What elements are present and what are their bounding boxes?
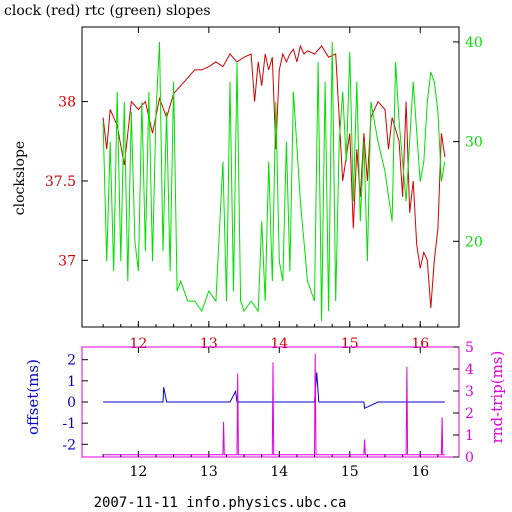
top-y2-tick-label: 40 <box>465 35 483 51</box>
bottom-y2-tick-label: 0 <box>465 450 474 466</box>
bottom-y-tick-label: 0 <box>67 395 76 411</box>
bottom-x-tick-label: 12 <box>129 464 147 480</box>
bottom-y2-tick-label: 1 <box>465 428 474 444</box>
top-y-tick-label: 38 <box>58 95 76 111</box>
top-plot-frame <box>81 26 460 328</box>
bottom-series-rnd-trip <box>103 353 445 456</box>
bottom-y2-tick-label: 2 <box>465 406 474 422</box>
bottom-y-axis-label: offset(ms) <box>24 359 42 435</box>
bottom-y2-tick-label: 3 <box>465 384 474 400</box>
top-y-tick-label: 37 <box>58 253 76 269</box>
top-y2-tick-label: 20 <box>465 234 483 250</box>
bottom-y-tick-label: 1 <box>67 374 76 390</box>
top-y-tick-label: 37.5 <box>45 174 76 190</box>
top-chart-title: clock (red) rtc (green) slopes <box>4 3 211 19</box>
top-x-tick-label: 12 <box>129 336 147 352</box>
top-y2-tick-label: 30 <box>465 135 483 151</box>
bottom-y-tick-label: -2 <box>62 437 76 453</box>
bottom-y2-tick-label: 4 <box>465 362 474 378</box>
top-y-axis-label: clockslope <box>12 141 28 215</box>
bottom-series-offset <box>103 372 445 410</box>
bottom-y-tick-label: -1 <box>62 416 76 432</box>
top-x-tick-label: 14 <box>270 336 288 352</box>
bottom-x-tick-label: 15 <box>341 464 359 480</box>
bottom-x-tick-label: 13 <box>200 464 218 480</box>
bottom-y-tick-label: 2 <box>67 353 76 369</box>
bottom-x-tick-label: 14 <box>270 464 288 480</box>
top-x-tick-label: 13 <box>200 336 218 352</box>
bottom-x-tick-label: 16 <box>411 464 429 480</box>
top-series-clock <box>102 44 446 309</box>
top-x-tick-label: 16 <box>411 336 429 352</box>
top-series-rtc <box>102 41 446 322</box>
bottom-y2-axis-label: rnd-trip(ms) <box>488 351 506 444</box>
bottom-y2-tick-label: 5 <box>465 340 474 356</box>
top-x-tick-label: 15 <box>341 336 359 352</box>
footer-caption: 2007-11-11 info.physics.ubc.ca <box>94 495 347 511</box>
